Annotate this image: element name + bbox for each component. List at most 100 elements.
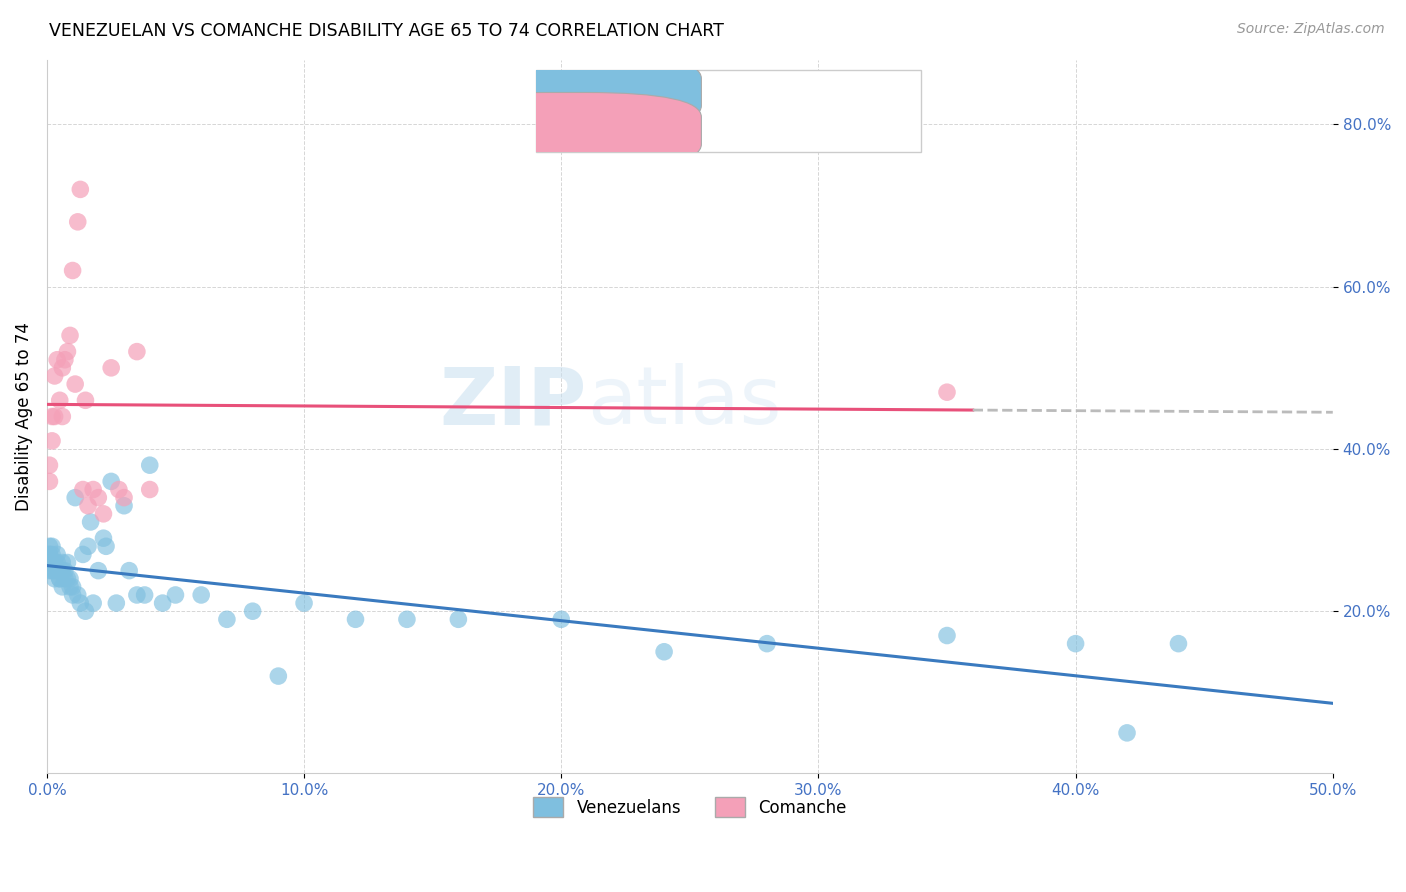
Point: [77, 539, 100, 553]
Point: [125, 344, 148, 359]
Point: [63, 377, 86, 392]
Point: [38, 548, 60, 562]
Point: [48, 393, 70, 408]
Point: [190, 588, 212, 602]
Point: [51, 580, 73, 594]
Point: [59, 572, 82, 586]
Point: [63, 491, 86, 505]
Text: VENEZUELAN VS COMANCHE DISABILITY AGE 65 TO 74 CORRELATION CHART: VENEZUELAN VS COMANCHE DISABILITY AGE 65…: [49, 22, 724, 40]
Point: [134, 588, 156, 602]
Point: [46, 548, 69, 562]
Point: [38, 539, 60, 553]
Point: [38, 556, 60, 570]
Point: [75, 604, 97, 618]
Point: [75, 393, 97, 408]
Point: [93, 507, 115, 521]
Point: [139, 483, 162, 497]
Point: [72, 483, 94, 497]
Point: [139, 458, 162, 473]
Point: [165, 588, 187, 602]
Point: [51, 360, 73, 375]
Point: [56, 572, 79, 586]
Point: [118, 564, 141, 578]
Point: [38, 548, 60, 562]
Point: [87, 491, 110, 505]
Point: [77, 499, 100, 513]
Point: [66, 215, 89, 229]
Point: [53, 352, 76, 367]
Point: [100, 475, 122, 489]
Point: [936, 628, 959, 642]
Point: [59, 328, 82, 343]
Point: [125, 588, 148, 602]
Point: [215, 612, 238, 626]
Point: [242, 604, 264, 618]
Point: [56, 344, 79, 359]
Point: [51, 409, 73, 424]
Point: [41, 548, 63, 562]
Point: [41, 539, 63, 553]
Point: [44, 556, 66, 570]
Point: [48, 572, 70, 586]
Point: [94, 539, 117, 553]
Point: [292, 596, 315, 610]
Point: [44, 409, 66, 424]
Point: [756, 637, 779, 651]
Text: ZIP: ZIP: [440, 363, 586, 442]
Point: [344, 612, 367, 626]
Point: [53, 564, 76, 578]
Point: [112, 499, 135, 513]
Point: [93, 531, 115, 545]
Point: [936, 385, 959, 400]
Text: atlas: atlas: [586, 363, 782, 442]
Point: [41, 564, 63, 578]
Point: [108, 483, 131, 497]
Point: [82, 596, 104, 610]
Point: [82, 483, 104, 497]
Point: [53, 572, 76, 586]
Point: [44, 564, 66, 578]
Point: [152, 596, 174, 610]
Point: [44, 572, 66, 586]
Point: [41, 434, 63, 448]
Point: [652, 645, 675, 659]
Point: [1167, 637, 1189, 651]
Point: [38, 556, 60, 570]
Point: [56, 556, 79, 570]
Point: [87, 564, 110, 578]
Point: [41, 556, 63, 570]
Point: [447, 612, 470, 626]
Text: Source: ZipAtlas.com: Source: ZipAtlas.com: [1237, 22, 1385, 37]
Point: [62, 263, 84, 277]
Point: [46, 564, 69, 578]
Y-axis label: Disability Age 65 to 74: Disability Age 65 to 74: [15, 322, 32, 511]
Point: [66, 588, 89, 602]
Point: [69, 596, 91, 610]
Point: [395, 612, 418, 626]
Point: [38, 475, 60, 489]
Point: [267, 669, 290, 683]
Point: [79, 515, 101, 529]
Point: [48, 564, 70, 578]
Point: [46, 556, 69, 570]
Point: [59, 580, 82, 594]
Point: [38, 458, 60, 473]
Point: [46, 352, 69, 367]
Point: [51, 556, 73, 570]
Point: [41, 409, 63, 424]
Point: [62, 588, 84, 602]
Point: [38, 564, 60, 578]
Point: [48, 572, 70, 586]
Point: [100, 360, 122, 375]
Legend: Venezuelans, Comanche: Venezuelans, Comanche: [524, 789, 855, 826]
Point: [72, 548, 94, 562]
Point: [550, 612, 572, 626]
Point: [1116, 726, 1139, 740]
Point: [112, 491, 135, 505]
Point: [62, 580, 84, 594]
Point: [51, 564, 73, 578]
Point: [44, 368, 66, 383]
Point: [105, 596, 128, 610]
Point: [1064, 637, 1087, 651]
Point: [69, 182, 91, 196]
